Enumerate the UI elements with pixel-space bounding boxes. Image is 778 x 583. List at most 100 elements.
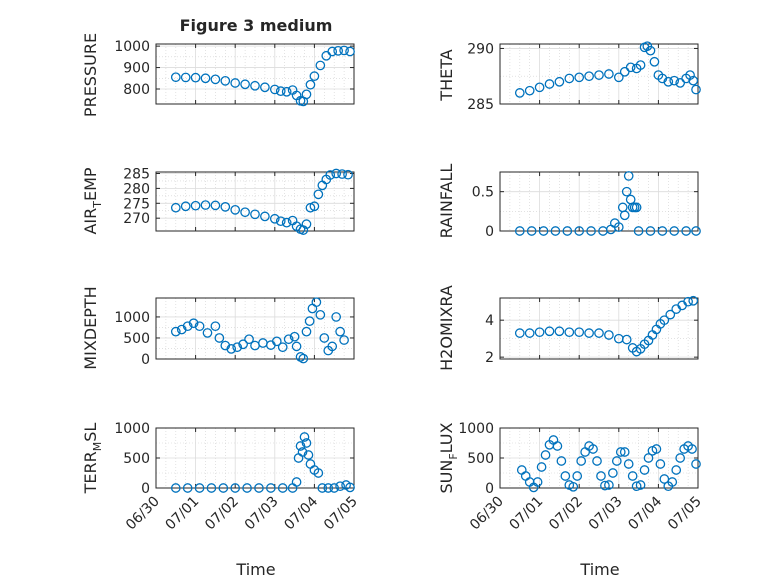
data-point (688, 75, 699, 86)
data-point (226, 344, 237, 354)
data-point (691, 226, 701, 236)
data-point (625, 62, 636, 73)
data-point (524, 328, 535, 338)
y-tick-label: 500 (123, 451, 150, 467)
data-point (329, 483, 340, 493)
data-point (188, 318, 199, 329)
axes-frame (499, 43, 699, 105)
data-point (289, 331, 300, 342)
subplot-7: 0 500 1000 06/30 07/01 07/02 07/03 07/04 07/05 TE… (81, 421, 361, 533)
data-point (327, 341, 338, 352)
data-point (659, 315, 670, 326)
data-point (536, 462, 547, 472)
data-point (325, 170, 336, 180)
y-tick-label: 2 (485, 350, 494, 366)
data-point (655, 459, 666, 469)
data-point (562, 226, 573, 236)
data-point (313, 189, 324, 200)
x-tick-label: 07/05 (665, 494, 705, 534)
data-point (681, 226, 691, 236)
data-point (295, 352, 306, 362)
data-point (260, 211, 270, 222)
data-point (564, 73, 575, 84)
data-point (250, 209, 260, 220)
x-tick-label: 07/03 (242, 494, 282, 534)
y-axis-label: AIRTEMP (81, 167, 104, 234)
data-point (281, 86, 292, 97)
data-point (242, 483, 252, 493)
data-point (657, 226, 668, 236)
axes-frame (499, 297, 699, 360)
data-point (586, 226, 596, 236)
data-point (691, 459, 701, 469)
data-point (611, 456, 622, 466)
data-point (283, 334, 294, 345)
data-point (202, 328, 213, 338)
data-point (651, 444, 662, 454)
data-point (194, 321, 205, 332)
y-tick-label: 0.5 (472, 185, 494, 201)
y-axis-label: PRESSURE (81, 33, 100, 117)
data-point (343, 169, 353, 180)
figure-title: Figure 3 medium (180, 16, 333, 35)
data-point (200, 200, 211, 210)
data-point (230, 78, 241, 88)
y-axis-label: THETA (437, 49, 456, 101)
data-point (667, 477, 678, 487)
x-tick-label: 07/03 (586, 494, 626, 534)
data-point (275, 216, 286, 227)
data-point (182, 483, 193, 493)
data-point (665, 309, 676, 320)
data-point (311, 297, 322, 308)
data-point (613, 222, 624, 232)
data-point (538, 226, 549, 236)
axes-frame (155, 171, 355, 232)
y-tick-label: 0 (485, 481, 494, 497)
data-point (275, 86, 286, 96)
data-point (645, 226, 656, 236)
x-tick-label: 07/01 (163, 494, 203, 534)
data-point (604, 330, 614, 340)
data-point (194, 483, 205, 493)
y-tick-label: 500 (467, 451, 494, 467)
data-point (572, 471, 583, 481)
data-point (574, 72, 585, 83)
data-point (613, 72, 624, 83)
data-point (190, 200, 201, 211)
data-point (683, 296, 693, 307)
data-point (238, 339, 248, 350)
data-point (210, 200, 221, 211)
y-tick-label: 0 (141, 481, 150, 497)
x-axis-label-left: Time (235, 560, 275, 579)
x-tick-label: 07/01 (507, 494, 547, 534)
data-point (254, 483, 264, 493)
data-point (604, 480, 614, 490)
data-point (532, 477, 543, 487)
data-point (200, 73, 211, 84)
data-point (182, 321, 193, 332)
data-point (190, 72, 201, 83)
y-tick-label: 270 (123, 211, 150, 227)
data-point (568, 481, 579, 492)
subplot-1: 800 900 1000 PRESSURE (81, 33, 355, 117)
data-point (323, 483, 334, 493)
data-point (230, 483, 241, 493)
data-point (271, 336, 282, 347)
data-point (301, 219, 312, 229)
data-point (615, 447, 626, 457)
y-axis-label: MIXDEPTH (81, 286, 100, 369)
data-point (301, 438, 312, 448)
data-point (619, 210, 630, 221)
y-tick-label: 285 (123, 166, 150, 182)
data-point (596, 471, 606, 481)
data-point (594, 70, 604, 80)
y-tick-label: 4 (485, 313, 494, 329)
data-point (621, 186, 632, 197)
y-tick-label: 275 (123, 196, 150, 212)
data-point (554, 326, 565, 337)
data-point (297, 447, 308, 457)
data-point (298, 225, 309, 235)
data-point (240, 79, 250, 90)
data-point (240, 207, 250, 218)
